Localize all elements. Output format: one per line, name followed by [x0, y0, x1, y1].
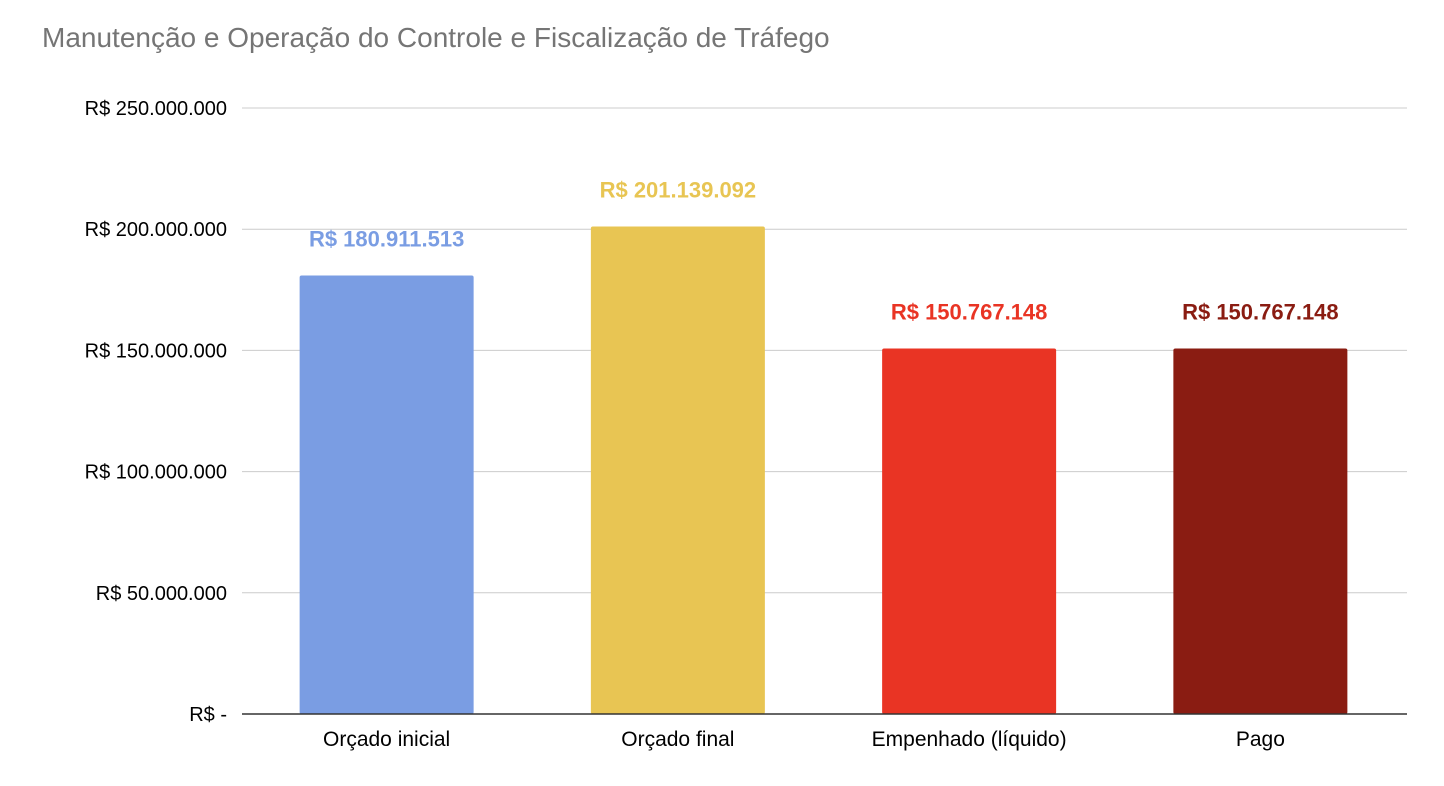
- bar: [299, 275, 474, 714]
- y-tick-label: R$ 50.000.000: [96, 583, 227, 605]
- chart-title: Manutenção e Operação do Controle e Fisc…: [42, 22, 830, 53]
- data-labels: R$ 180.911.513 R$ 201.139.092 R$ 150.767.1…: [309, 177, 1339, 324]
- y-tick-label: R$ -: [189, 704, 227, 726]
- x-tick-label: Orçado inicial: [323, 728, 450, 751]
- x-axis-ticks: Orçado inicial Orçado final Empenhado (líq…: [323, 728, 1285, 751]
- y-tick-label: R$ 150.000.000: [85, 340, 227, 362]
- data-label: R$ 150.767.148: [1182, 300, 1339, 325]
- data-label: R$ 180.911.513: [309, 226, 464, 251]
- data-label: R$ 201.139.092: [600, 177, 757, 202]
- bar: [1173, 348, 1348, 714]
- bar: [882, 348, 1057, 714]
- bar: [590, 226, 765, 714]
- x-tick-label: Orçado final: [621, 728, 734, 751]
- y-tick-label: R$ 250.000.000: [85, 98, 227, 120]
- y-axis-ticks: R$ - R$ 50.000.000 R$ 100.000.000 R$ 150.00…: [85, 98, 227, 726]
- y-tick-label: R$ 100.000.000: [85, 462, 227, 484]
- data-label: R$ 150.767.148: [891, 300, 1048, 325]
- bars: [299, 226, 1348, 714]
- x-tick-label: Pago: [1236, 728, 1285, 751]
- y-tick-label: R$ 200.000.000: [85, 219, 227, 241]
- x-tick-label: Empenhado (líquido): [872, 728, 1067, 751]
